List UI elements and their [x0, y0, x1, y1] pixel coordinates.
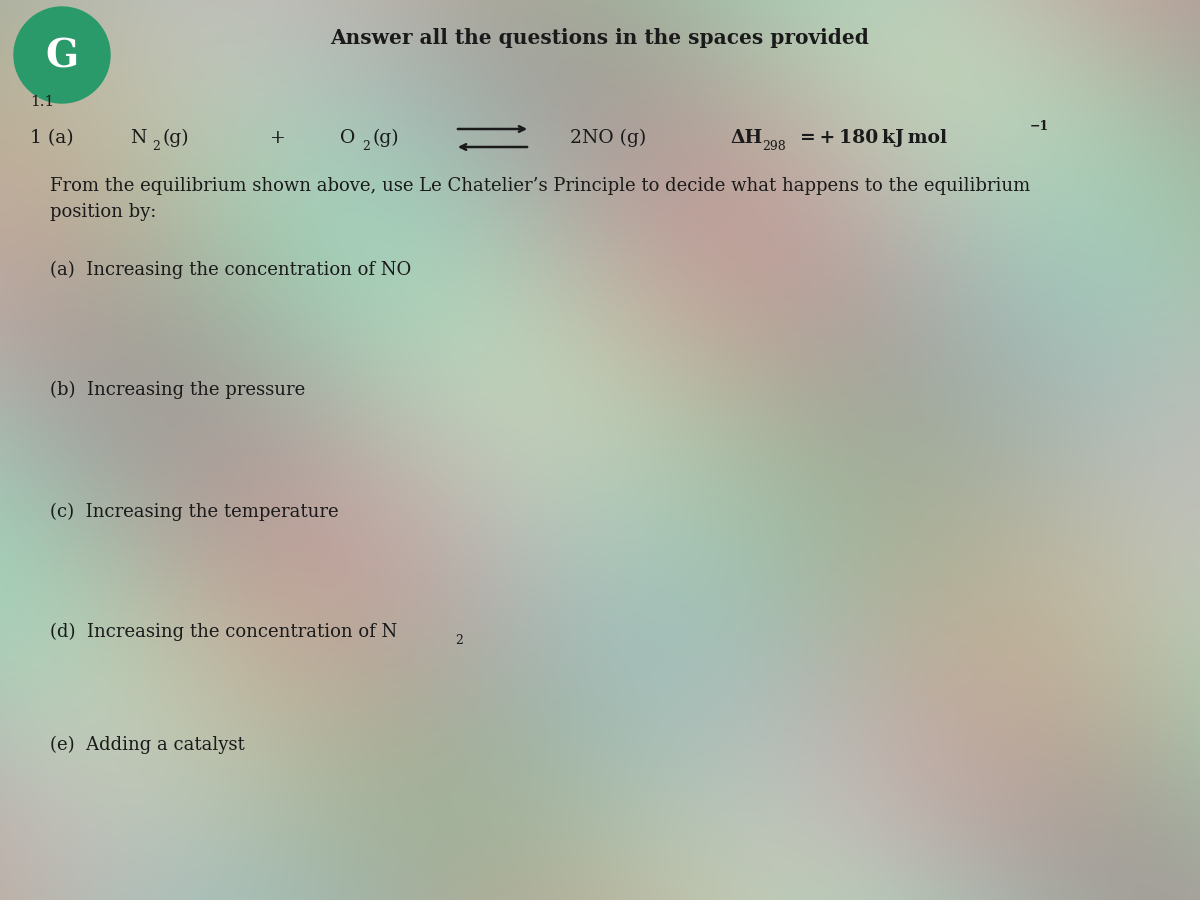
- Text: 298: 298: [762, 140, 786, 152]
- Text: 2: 2: [455, 634, 463, 646]
- Text: (a)  Increasing the concentration of NO: (a) Increasing the concentration of NO: [50, 261, 412, 279]
- Text: (e)  Adding a catalyst: (e) Adding a catalyst: [50, 736, 245, 754]
- Text: = + 180 kJ mol: = + 180 kJ mol: [800, 129, 947, 147]
- Text: (g): (g): [372, 129, 398, 147]
- Text: O: O: [340, 129, 355, 147]
- Text: 2: 2: [152, 140, 160, 152]
- Text: −1: −1: [1030, 120, 1049, 132]
- Text: 2NO (g): 2NO (g): [570, 129, 647, 147]
- Text: position by:: position by:: [50, 203, 156, 221]
- Text: 2: 2: [362, 140, 370, 152]
- Text: +: +: [270, 129, 286, 147]
- Text: 1.1: 1.1: [30, 95, 54, 109]
- Text: (d)  Increasing the concentration of N: (d) Increasing the concentration of N: [50, 623, 397, 641]
- Text: G: G: [46, 38, 79, 76]
- Text: From the equilibrium shown above, use Le Chatelier’s Principle to decide what ha: From the equilibrium shown above, use Le…: [50, 177, 1031, 195]
- Text: Answer all the questions in the spaces provided: Answer all the questions in the spaces p…: [330, 28, 870, 48]
- Text: 1 (a): 1 (a): [30, 129, 73, 147]
- Text: ΔH: ΔH: [730, 129, 762, 147]
- Text: (b)  Increasing the pressure: (b) Increasing the pressure: [50, 381, 305, 399]
- Text: N: N: [130, 129, 146, 147]
- Text: (c)  Increasing the temperature: (c) Increasing the temperature: [50, 503, 338, 521]
- Text: (g): (g): [162, 129, 188, 147]
- Circle shape: [14, 7, 110, 103]
